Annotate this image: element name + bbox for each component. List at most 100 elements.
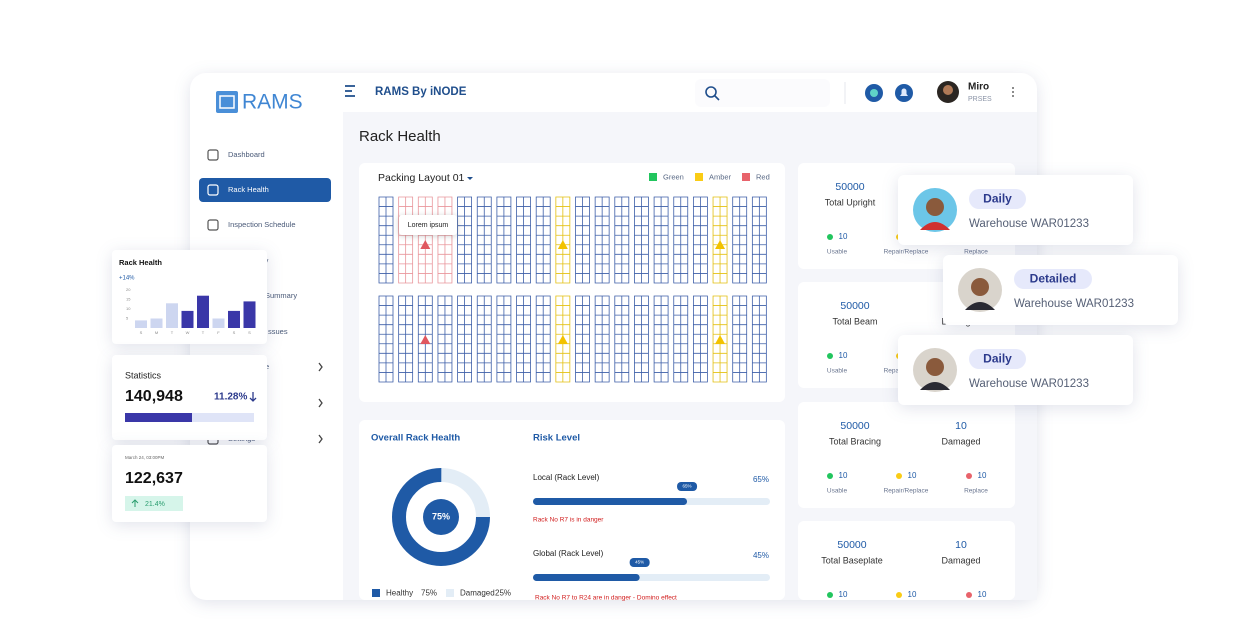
count-label: Usable <box>827 488 848 495</box>
count-value: 10 <box>908 471 917 480</box>
status-dot <box>966 592 972 598</box>
rack <box>378 196 394 284</box>
bell-icon <box>900 88 908 96</box>
chevron[interactable] <box>318 362 323 372</box>
user-role: PRSES <box>968 96 992 103</box>
count-value: 10 <box>839 471 848 480</box>
brand: RAMS <box>242 91 303 114</box>
menu-icon[interactable] <box>345 85 355 97</box>
card-change: +14% <box>119 276 135 282</box>
legend-swatch <box>649 173 657 181</box>
logo-icon <box>219 95 235 109</box>
notification-text: Warehouse WAR01233 <box>1014 298 1134 310</box>
card-date: March 24, 03:00PM <box>125 455 165 460</box>
y-tick-label: 10 <box>126 306 131 311</box>
rack <box>673 196 689 284</box>
bubble-label: 45% <box>635 560 644 565</box>
nav-icon <box>207 184 219 196</box>
warning-icon <box>420 240 431 249</box>
x-tick-label: M <box>155 330 158 335</box>
search-box[interactable] <box>695 79 830 107</box>
risk-label: Global (Rack Level) <box>533 549 604 558</box>
count-value: 10 <box>839 351 848 360</box>
section-title: Overall Rack Health <box>371 433 460 444</box>
nav-item[interactable]: ssues <box>268 327 288 336</box>
down-arrow <box>249 392 257 402</box>
nav-icon <box>207 219 219 231</box>
stat-card <box>798 402 1015 508</box>
x-tick-label: W <box>186 330 190 335</box>
avatar-body <box>920 382 950 390</box>
warning-icon <box>557 240 568 249</box>
status-dot <box>827 592 833 598</box>
chevron[interactable] <box>318 434 323 444</box>
bubble-label: 65% <box>683 484 692 489</box>
page-title: Rack Health <box>359 128 441 145</box>
card-title: Rack Health <box>119 258 162 267</box>
notification-card[interactable] <box>898 175 1133 245</box>
notification-card[interactable] <box>898 335 1133 405</box>
bar <box>197 295 209 328</box>
status-dot <box>966 473 972 479</box>
notification-text: Warehouse WAR01233 <box>969 218 1089 230</box>
health-panel <box>359 420 785 600</box>
rack <box>476 196 492 284</box>
stat-label: Total Upright <box>825 197 876 207</box>
nav-item[interactable]: Rack Health <box>228 185 269 194</box>
y-tick-label: 15 <box>126 297 131 302</box>
rack <box>732 196 748 284</box>
warning-icon <box>715 240 726 249</box>
rack <box>496 196 512 284</box>
change-badge <box>125 496 183 511</box>
progress-bubble <box>677 482 698 491</box>
rack <box>496 295 512 383</box>
header-title: RAMS By iNODE <box>375 86 467 98</box>
rack <box>732 295 748 383</box>
bar <box>166 303 178 328</box>
nav-active[interactable] <box>199 178 331 202</box>
rack <box>634 196 649 284</box>
count-label: Replace <box>964 249 988 256</box>
chevron[interactable] <box>318 398 323 408</box>
rack <box>378 295 394 383</box>
chat-icon <box>870 89 878 97</box>
notification-card[interactable] <box>943 255 1178 325</box>
warning-icon <box>557 335 568 344</box>
count-label: Usable <box>827 249 848 256</box>
bar <box>212 318 225 328</box>
legend-label: Damaged <box>460 589 495 598</box>
rack <box>693 295 708 383</box>
stat-card <box>798 521 1015 600</box>
legend-label: Green <box>663 172 684 181</box>
badge-label: Detailed <box>1030 272 1077 286</box>
stat-label: Damaged <box>941 436 980 446</box>
status-dot <box>896 592 902 598</box>
count-label: Repair/Replace <box>884 488 929 495</box>
card-title: Statistics <box>125 370 162 380</box>
risk-note: Rack No R7 to R24 are in danger - Domino… <box>535 595 677 602</box>
nav-item[interactable]: e <box>265 362 269 371</box>
tooltip <box>399 215 457 235</box>
rack <box>398 295 414 383</box>
rack <box>575 295 590 383</box>
x-tick-label: S <box>233 330 236 335</box>
stat-value: 122,637 <box>125 470 183 487</box>
user-avatar <box>943 85 953 95</box>
count-label: Replace <box>964 488 988 495</box>
count-value: 10 <box>839 232 848 241</box>
search-icon[interactable] <box>705 86 717 98</box>
dropdown-icon[interactable] <box>467 177 473 180</box>
risk-value: 65% <box>753 475 769 484</box>
nav-item[interactable]: Dashboard <box>228 150 265 159</box>
nav-item[interactable]: Summary <box>265 291 297 300</box>
rack <box>437 295 453 383</box>
rack <box>693 196 708 284</box>
status-dot <box>827 353 833 359</box>
stat-total: 50000 <box>840 300 869 312</box>
stat-damaged: 10 <box>955 420 967 432</box>
nav-item[interactable]: Inspection Schedule <box>228 220 296 229</box>
avatar-body <box>965 302 995 310</box>
legend-swatch <box>742 173 750 181</box>
count-label: Repair/Replace <box>884 249 929 256</box>
